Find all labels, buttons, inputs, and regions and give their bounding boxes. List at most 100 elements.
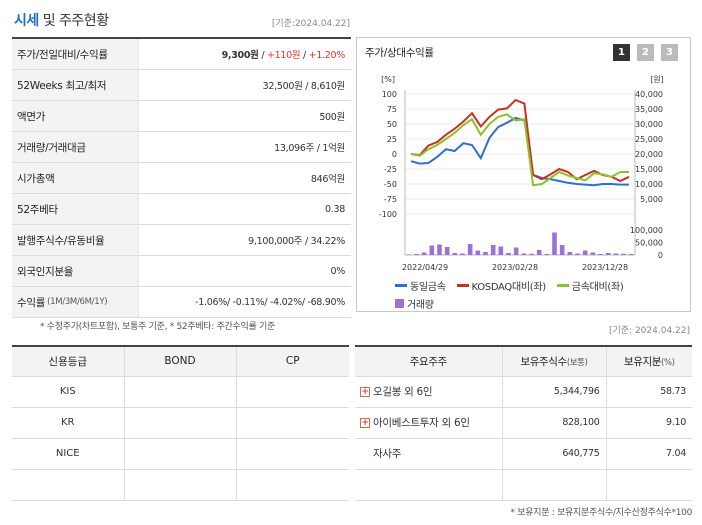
- section-title: 시세 및 주주현황: [14, 10, 109, 30]
- holders-header-shares: 보유주식수(보통): [502, 346, 607, 377]
- major-shareholders-table: 주요주주 보유주식수(보통) 보유지분(%) + 오길봉 외 6인 5,344,7…: [355, 345, 692, 501]
- chart-title: 주가/상대수익률: [365, 47, 434, 59]
- legend-item-stock: 동일금속: [395, 278, 446, 293]
- credit-cp: [236, 469, 349, 501]
- x-tick-label: 2023/12/28: [582, 263, 628, 272]
- series-line-1: [410, 98, 630, 183]
- left-tick-label: 100: [382, 90, 397, 99]
- right-tick-label: 15,000: [635, 165, 663, 174]
- holder-shares: 640,775: [502, 438, 607, 470]
- volume-bar: [544, 254, 550, 255]
- table-row: + 아이베스트투자 외 6인 828,100 9.10: [355, 407, 692, 439]
- volume-bar: [559, 245, 565, 255]
- credit-bond: [124, 376, 237, 408]
- volume-bar: [598, 254, 603, 255]
- info-row-shares: 발행주식수/유동비율 9,100,000주 / 34.22%: [12, 225, 351, 256]
- chart-panel: 주가/상대수익률 1 2 3 [%] [원] 100 75 50 25 0 -25 -50 -75…: [356, 37, 691, 312]
- holders-header-ratio: 보유지분(%): [606, 346, 692, 377]
- info-row-returns: 수익률 (1M/3M/6M/1Y) -1.06%/ -0.11%/ -4.02%…: [12, 287, 351, 318]
- volume-bar: [444, 247, 450, 255]
- expand-icon[interactable]: +: [360, 387, 370, 397]
- table-row: [355, 469, 692, 501]
- info-row-market-cap: 시가총액 846억원: [12, 163, 351, 194]
- left-tick-label: -75: [384, 195, 397, 204]
- right-tick-label: 20,000: [635, 150, 663, 159]
- info-label: 주가/전일대비/수익률: [12, 39, 139, 69]
- current-price: 9,300원: [221, 50, 259, 61]
- period-button-2[interactable]: 2: [637, 44, 654, 61]
- table-row: + 오길봉 외 6인 5,344,796 58.73: [355, 376, 692, 408]
- info-row-foreign: 외국인지분율 0%: [12, 256, 351, 287]
- info-value: 13,096주 / 1억원: [274, 143, 345, 154]
- section-title-rest: 및 주주현황: [42, 13, 109, 29]
- volume-bar: [628, 254, 634, 255]
- period-button-3[interactable]: 3: [661, 44, 678, 61]
- volume-bar: [406, 254, 412, 255]
- left-tick-label: 0: [392, 150, 397, 159]
- series-line-0: [410, 116, 629, 187]
- volume-bar: [429, 245, 435, 255]
- info-value-returns: -1.06%/ -0.11%/ -4.02%/ -68.90%: [195, 296, 345, 308]
- holder-shares: 5,344,796: [502, 376, 607, 408]
- holder-ratio: 9.10: [606, 407, 692, 439]
- right-tick-label: 10,000: [635, 180, 663, 189]
- volume-bar: [498, 246, 504, 255]
- right-tick-label: 30,000: [635, 120, 663, 129]
- volume-bar: [536, 250, 542, 255]
- right-tick-label: 35,000: [635, 105, 663, 114]
- volume-bar: [483, 252, 488, 255]
- info-label: 52Weeks 최고/최저: [12, 70, 139, 100]
- credit-bond: [124, 438, 237, 470]
- left-tick-label: 25: [387, 135, 397, 144]
- holders-header-name: 주요주주: [355, 346, 503, 377]
- left-tick-label: -25: [384, 165, 397, 174]
- left-axis-unit: [%]: [381, 75, 395, 84]
- holder-ratio: [606, 469, 692, 501]
- info-row-52weeks: 52Weeks 최고/최저 32,500원 / 8,610원: [12, 70, 351, 101]
- credit-header-cp: CP: [236, 346, 349, 377]
- volume-bar: [506, 253, 511, 255]
- volume-bar: [513, 247, 519, 255]
- volume-bar: [605, 253, 611, 255]
- info-value: 9,100,000주 / 34.22%: [248, 236, 345, 247]
- volume-bar: [582, 250, 588, 255]
- credit-header-bond: BOND: [124, 346, 237, 377]
- info-label-sub: (1M/3M/6M/1Y): [47, 297, 108, 307]
- volume-bar: [529, 253, 534, 255]
- legend-item-metal: 금속대비(좌): [556, 278, 624, 293]
- volume-bar: [621, 253, 626, 255]
- info-note: * 수정주가(차트포함), 보통주 기준, * 52주베타: 주간수익률 기준: [40, 322, 275, 332]
- volume-bar: [567, 252, 573, 255]
- volume-bar: [414, 254, 419, 255]
- info-value: 0.38: [325, 203, 345, 215]
- holder-ratio: 58.73: [606, 376, 692, 408]
- volume-tick-label: 0: [658, 251, 663, 260]
- holder-name: + 아이베스트투자 외 6인: [355, 407, 503, 439]
- holder-name: + 오길봉 외 6인: [355, 376, 503, 408]
- price-change-rate: +1.20%: [308, 50, 346, 61]
- left-tick-label: 75: [387, 105, 397, 114]
- right-tick-label: 25,000: [635, 135, 663, 144]
- credit-cp: [236, 407, 349, 439]
- left-tick-label: 50: [387, 120, 397, 129]
- volume-bar: [613, 253, 619, 255]
- credit-cp: [236, 438, 349, 470]
- period-button-1[interactable]: 1: [613, 44, 630, 61]
- credit-rating-table: 신용등급 BOND CP KIS KR NICE: [12, 345, 349, 501]
- holder-ratio: 7.04: [606, 438, 692, 470]
- volume-bar: [552, 232, 557, 255]
- reference-date: [기준:2024.04.22]: [271, 19, 350, 29]
- table-row: KR: [12, 407, 349, 439]
- volume-bar: [521, 253, 527, 255]
- expand-icon[interactable]: +: [360, 418, 370, 428]
- legend-item-kosdaq: KOSDAQ대비(좌): [456, 278, 546, 293]
- credit-agency: [12, 469, 125, 501]
- section-title-main: 시세: [14, 13, 39, 29]
- right-tick-label: 5,000: [640, 195, 663, 204]
- volume-bar: [490, 245, 496, 255]
- right-axis-unit: [원]: [650, 75, 664, 84]
- holders-note: * 보유지분 : 보유지분주식수/지수산정주식수*100: [510, 508, 693, 518]
- credit-cp: [236, 376, 349, 408]
- holder-name: [355, 469, 503, 501]
- separator: /: [300, 50, 309, 61]
